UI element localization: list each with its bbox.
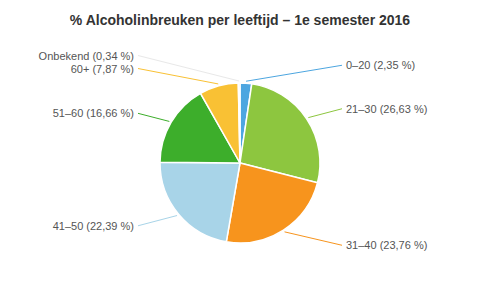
svg-text:Onbekend (0,34 %): Onbekend (0,34 %) — [39, 50, 134, 62]
svg-text:51–60 (16,66 %): 51–60 (16,66 %) — [53, 107, 134, 119]
svg-text:21–30 (26,63 %): 21–30 (26,63 %) — [346, 103, 427, 115]
svg-text:41–50 (22,39 %): 41–50 (22,39 %) — [53, 220, 134, 232]
svg-text:60+ (7,87 %): 60+ (7,87 %) — [71, 63, 134, 75]
svg-text:31–40 (23,76 %): 31–40 (23,76 %) — [346, 239, 427, 251]
html-text:% Alcoholinbreuken per leeftij: % Alcoholinbreuken per leeftijd – 1e sem… — [69, 12, 411, 28]
svg-text:0–20 (2,35 %): 0–20 (2,35 %) — [346, 59, 415, 71]
